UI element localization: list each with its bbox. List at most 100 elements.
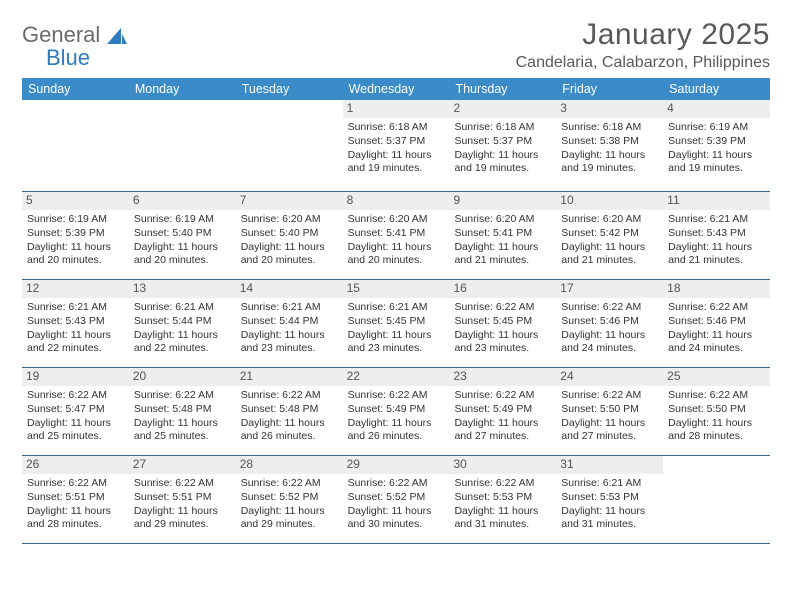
sunset-text: Sunset: 5:52 PM (348, 491, 445, 505)
day-number: 30 (449, 456, 556, 474)
day-cell: 8Sunrise: 6:20 AMSunset: 5:41 PMDaylight… (343, 192, 450, 279)
daylight-text: and 25 minutes. (134, 430, 231, 444)
sunset-text: Sunset: 5:46 PM (561, 315, 658, 329)
sunrise-text: Sunrise: 6:22 AM (134, 389, 231, 403)
day-number: 11 (663, 192, 770, 210)
daylight-text: Daylight: 11 hours (668, 149, 765, 163)
day-number: 7 (236, 192, 343, 210)
daylight-text: and 22 minutes. (27, 342, 124, 356)
daylight-text: Daylight: 11 hours (454, 505, 551, 519)
day-cell: 2Sunrise: 6:18 AMSunset: 5:37 PMDaylight… (449, 100, 556, 191)
day-number: 2 (449, 100, 556, 118)
daylight-text: Daylight: 11 hours (348, 149, 445, 163)
day-cell: 18Sunrise: 6:22 AMSunset: 5:46 PMDayligh… (663, 280, 770, 367)
day-cell: 13Sunrise: 6:21 AMSunset: 5:44 PMDayligh… (129, 280, 236, 367)
sunrise-text: Sunrise: 6:19 AM (27, 213, 124, 227)
sunrise-text: Sunrise: 6:22 AM (27, 389, 124, 403)
day-number: 21 (236, 368, 343, 386)
day-number: 19 (22, 368, 129, 386)
day-cell: 4Sunrise: 6:19 AMSunset: 5:39 PMDaylight… (663, 100, 770, 191)
week-row: 26Sunrise: 6:22 AMSunset: 5:51 PMDayligh… (22, 456, 770, 544)
day-cell: 10Sunrise: 6:20 AMSunset: 5:42 PMDayligh… (556, 192, 663, 279)
daylight-text: and 29 minutes. (134, 518, 231, 532)
daylight-text: Daylight: 11 hours (241, 329, 338, 343)
day-number: 20 (129, 368, 236, 386)
sunrise-text: Sunrise: 6:20 AM (348, 213, 445, 227)
day-number: 8 (343, 192, 450, 210)
sunrise-text: Sunrise: 6:21 AM (561, 477, 658, 491)
sunrise-text: Sunrise: 6:21 AM (348, 301, 445, 315)
day-number: 22 (343, 368, 450, 386)
day-number: 6 (129, 192, 236, 210)
sunrise-text: Sunrise: 6:21 AM (668, 213, 765, 227)
daylight-text: Daylight: 11 hours (27, 241, 124, 255)
sunset-text: Sunset: 5:49 PM (348, 403, 445, 417)
daylight-text: Daylight: 11 hours (348, 417, 445, 431)
daylight-text: and 31 minutes. (561, 518, 658, 532)
sunset-text: Sunset: 5:46 PM (668, 315, 765, 329)
sunset-text: Sunset: 5:44 PM (134, 315, 231, 329)
dow-fri: Friday (556, 78, 663, 100)
daylight-text: and 26 minutes. (241, 430, 338, 444)
daylight-text: and 23 minutes. (348, 342, 445, 356)
sunset-text: Sunset: 5:50 PM (561, 403, 658, 417)
day-cell: 1Sunrise: 6:18 AMSunset: 5:37 PMDaylight… (343, 100, 450, 191)
daylight-text: Daylight: 11 hours (27, 417, 124, 431)
day-number: 9 (449, 192, 556, 210)
daylight-text: Daylight: 11 hours (668, 417, 765, 431)
week-row: 12Sunrise: 6:21 AMSunset: 5:43 PMDayligh… (22, 280, 770, 368)
sunset-text: Sunset: 5:37 PM (454, 135, 551, 149)
sunrise-text: Sunrise: 6:22 AM (27, 477, 124, 491)
daylight-text: Daylight: 11 hours (454, 417, 551, 431)
sunrise-text: Sunrise: 6:22 AM (134, 477, 231, 491)
sunset-text: Sunset: 5:43 PM (668, 227, 765, 241)
daylight-text: Daylight: 11 hours (668, 241, 765, 255)
day-number: 31 (556, 456, 663, 474)
daylight-text: and 23 minutes. (241, 342, 338, 356)
daylight-text: Daylight: 11 hours (241, 241, 338, 255)
sunrise-text: Sunrise: 6:18 AM (348, 121, 445, 135)
sunrise-text: Sunrise: 6:22 AM (561, 301, 658, 315)
sunrise-text: Sunrise: 6:20 AM (561, 213, 658, 227)
sunset-text: Sunset: 5:53 PM (454, 491, 551, 505)
dow-wed: Wednesday (343, 78, 450, 100)
sunset-text: Sunset: 5:50 PM (668, 403, 765, 417)
daylight-text: Daylight: 11 hours (668, 329, 765, 343)
logo: General Blue (22, 18, 127, 70)
day-cell: 24 Sunrise: 6:22 AMSunset: 5:50 PMDayligh… (556, 368, 663, 455)
sunrise-text: Sunrise: 6:21 AM (27, 301, 124, 315)
day-cell: 27Sunrise: 6:22 AMSunset: 5:51 PMDayligh… (129, 456, 236, 543)
daylight-text: Daylight: 11 hours (134, 505, 231, 519)
sunset-text: Sunset: 5:39 PM (27, 227, 124, 241)
daylight-text: and 31 minutes. (454, 518, 551, 532)
sunrise-text: Sunrise: 6:22 AM (668, 301, 765, 315)
day-number: 4 (663, 100, 770, 118)
sunrise-text: Sunrise: 6:22 AM (454, 477, 551, 491)
daylight-text: and 26 minutes. (348, 430, 445, 444)
daylight-text: Daylight: 11 hours (561, 417, 658, 431)
daylight-text: and 20 minutes. (27, 254, 124, 268)
sunrise-text: Sunrise: 6:20 AM (241, 213, 338, 227)
day-cell: 29Sunrise: 6:22 AMSunset: 5:52 PMDayligh… (343, 456, 450, 543)
daylight-text: and 20 minutes. (134, 254, 231, 268)
sunset-text: Sunset: 5:45 PM (454, 315, 551, 329)
day-cell: 26Sunrise: 6:22 AMSunset: 5:51 PMDayligh… (22, 456, 129, 543)
day-number: 29 (343, 456, 450, 474)
sunrise-text: Sunrise: 6:22 AM (561, 389, 658, 403)
daylight-text: Daylight: 11 hours (454, 329, 551, 343)
day-number: 16 (449, 280, 556, 298)
day-number: 13 (129, 280, 236, 298)
sunset-text: Sunset: 5:43 PM (27, 315, 124, 329)
logo-text-block: General Blue (22, 24, 127, 70)
header: General Blue January 2025 Candelaria, Ca… (22, 18, 770, 72)
day-number: 24 (556, 368, 663, 386)
month-title: January 2025 (516, 18, 770, 52)
day-cell: . (663, 456, 770, 543)
daylight-text: and 19 minutes. (561, 162, 658, 176)
daylight-text: and 28 minutes. (27, 518, 124, 532)
daylight-text: and 29 minutes. (241, 518, 338, 532)
day-cell: 30 Sunrise: 6:22 AMSunset: 5:53 PMDayligh… (449, 456, 556, 543)
dow-tue: Tuesday (236, 78, 343, 100)
day-number: 25 (663, 368, 770, 386)
daylight-text: and 21 minutes. (454, 254, 551, 268)
